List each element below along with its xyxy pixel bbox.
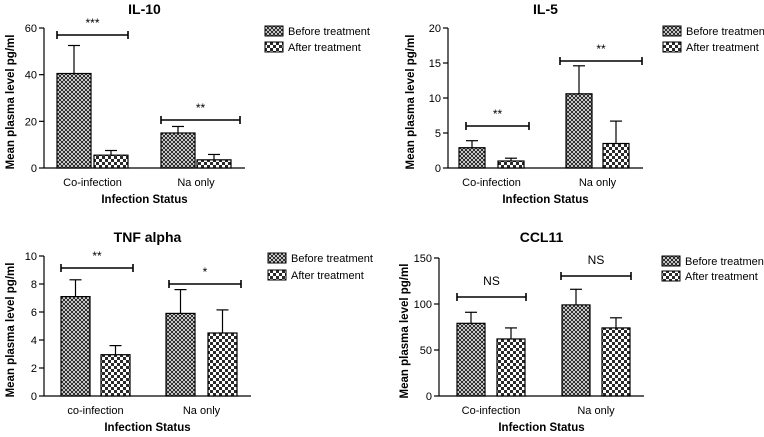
x-tick-label: Na only (177, 177, 215, 189)
legend-label-before: Before treatment (685, 256, 764, 268)
chart-panel-3: TNF alpha 0 2 4 6 8 10 Mean plasma level pg/ml c… (5, 229, 373, 434)
legend-swatch-before (267, 252, 287, 264)
x-tick-label: Co-infection (63, 177, 122, 189)
x-tick-label: Co-infection (462, 405, 521, 417)
significance-label: NS (588, 253, 605, 267)
y-tick-label: 40 (25, 70, 37, 82)
y-tick-label: 150 (414, 253, 432, 265)
significance-label: ** (196, 101, 206, 115)
chart-title: IL-5 (533, 1, 558, 17)
bar-after-1 (497, 160, 525, 169)
x-tick-label: Na only (183, 405, 221, 417)
significance-label: ** (92, 249, 102, 263)
x-axis-label: Infection Status (502, 194, 588, 206)
bar-before-2 (561, 304, 591, 397)
bar-before-1 (458, 147, 486, 169)
bar-after-1 (496, 338, 526, 397)
x-axis-label: Infection Status (104, 422, 190, 434)
y-axis-label: Mean plasma level pg/ml (5, 263, 17, 398)
y-axis-label: Mean plasma level pg/ml (399, 264, 411, 399)
x-tick-label: Na only (579, 177, 617, 189)
y-tick-label: 2 (31, 363, 37, 375)
significance-label: ** (596, 42, 606, 56)
legend-label-after: After treatment (288, 42, 361, 54)
bar-after-2 (602, 142, 630, 169)
legend-swatch-after (662, 41, 682, 53)
y-tick-label: 15 (429, 58, 441, 70)
significance-label: *** (85, 16, 99, 30)
y-tick-label: 0 (31, 391, 37, 403)
chart-panel-2: IL-5 0 5 10 15 20 Mean plasma level pg/ml Co-in… (405, 1, 764, 206)
legend-label-after: After treatment (685, 271, 758, 283)
legend-label-after: After treatment (686, 42, 759, 54)
legend-swatch-after (661, 270, 681, 282)
y-tick-label: 100 (414, 299, 432, 311)
y-tick-label: 20 (429, 23, 441, 35)
y-tick-label: 4 (31, 335, 37, 347)
chart-title: TNF alpha (114, 229, 182, 245)
x-tick-label: Co-infection (462, 177, 521, 189)
legend-swatch-after (264, 41, 284, 53)
bar-before-1 (56, 72, 92, 169)
y-tick-label: 6 (31, 307, 37, 319)
y-tick-label: 60 (25, 23, 37, 35)
bar-before-1 (456, 322, 486, 397)
y-tick-label: 0 (426, 391, 432, 403)
bar-after-2 (601, 327, 631, 397)
bar-after-1 (100, 354, 131, 397)
chart-panel-1: IL-10 0 20 40 60 Mean plasma level pg/ml Co-in… (5, 1, 370, 206)
y-tick-label: 0 (435, 163, 441, 175)
y-tick-label: 0 (31, 163, 37, 175)
chart-title: CCL11 (520, 229, 564, 245)
significance-label: NS (483, 274, 500, 288)
legend-label-before: Before treatment (288, 26, 370, 38)
y-tick-label: 5 (435, 128, 441, 140)
bar-before-2 (160, 132, 196, 169)
legend-label-before: Before treatment (686, 26, 764, 38)
y-axis-label: Mean plasma level pg/ml (405, 35, 417, 170)
bar-before-2 (565, 93, 593, 169)
x-tick-label: Na only (577, 405, 615, 417)
y-tick-label: 20 (25, 116, 37, 128)
x-tick-label: co-infection (67, 405, 123, 417)
significance-label: * (203, 265, 208, 279)
legend-label-after: After treatment (291, 270, 364, 282)
chart-title: IL-10 (128, 1, 161, 17)
bar-after-2 (196, 159, 232, 169)
y-tick-label: 10 (25, 251, 37, 263)
bar-after-1 (93, 154, 129, 169)
y-tick-label: 8 (31, 279, 37, 291)
legend-swatch-after (267, 269, 287, 281)
y-tick-label: 50 (420, 345, 432, 357)
legend-swatch-before (661, 255, 681, 267)
x-axis-label: Infection Status (101, 194, 187, 206)
y-tick-label: 10 (429, 93, 441, 105)
bar-before-1 (60, 296, 91, 397)
legend-swatch-before (662, 25, 682, 37)
y-axis-label: Mean plasma level pg/ml (5, 35, 17, 170)
legend-swatch-before (264, 25, 284, 37)
x-axis-label: Infection Status (498, 422, 584, 434)
significance-label: ** (493, 107, 503, 121)
legend-label-before: Before treatment (291, 253, 373, 265)
bar-after-2 (207, 332, 238, 397)
bar-before-2 (165, 312, 196, 397)
